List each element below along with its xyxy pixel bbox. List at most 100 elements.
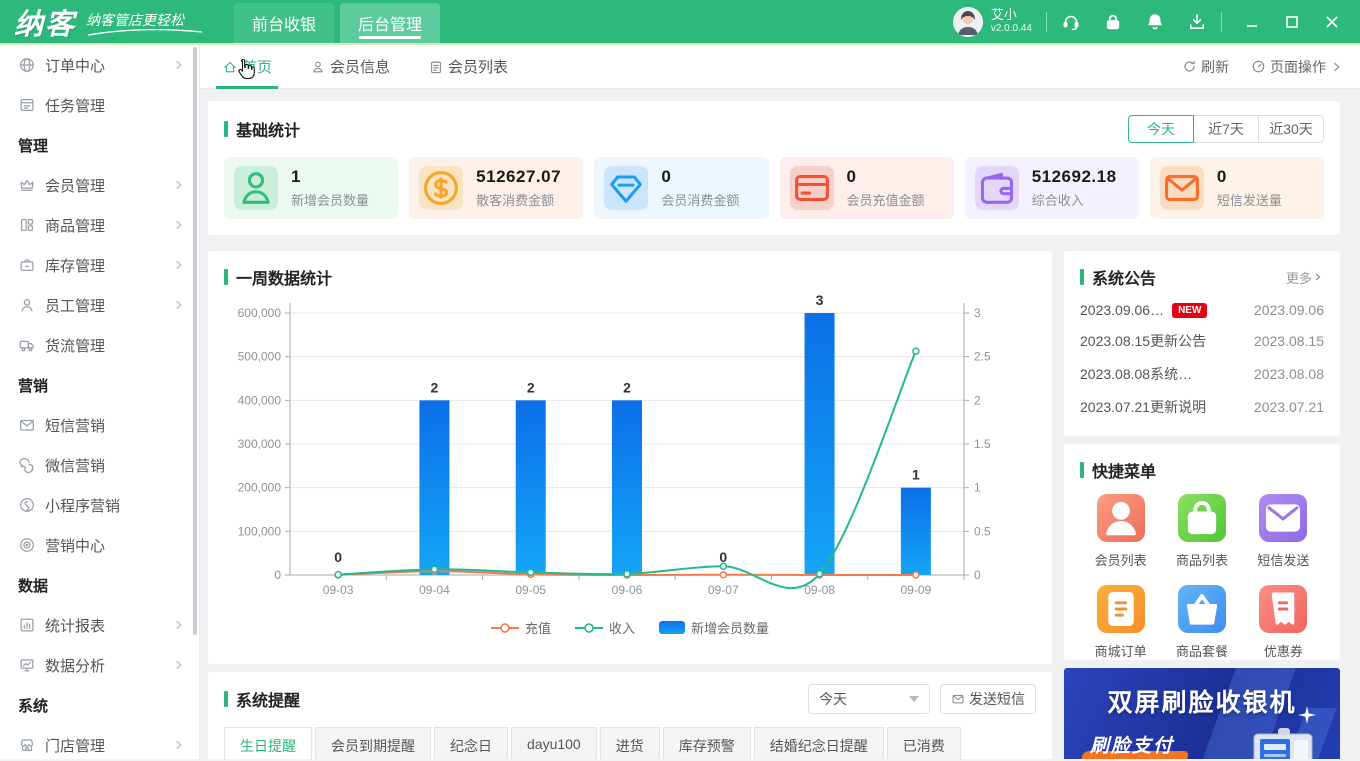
qcoupon-icon xyxy=(1259,585,1308,633)
sidebar-item[interactable]: 货流管理 xyxy=(0,325,199,365)
sidebar-item[interactable]: 员工管理 xyxy=(0,285,199,325)
pos-machine-image xyxy=(1253,728,1313,759)
announcement-row[interactable]: 2023.08.08系统… 2023.08.08 xyxy=(1080,364,1324,384)
svg-text:100,000: 100,000 xyxy=(238,524,282,538)
basic-stats-panel: 基础统计 今天 近7天 近30天 1 新增会员数量 512627.07 散客消费金额… xyxy=(208,101,1340,235)
quick-menu-商城订单[interactable]: 商城订单 xyxy=(1080,585,1161,660)
sidebar-item[interactable]: 统计报表 xyxy=(0,605,199,645)
reminder-date-select[interactable]: 今天 xyxy=(808,684,930,714)
sidebar-item[interactable]: 数据分析 xyxy=(0,645,199,685)
reminder-tab[interactable]: 会员到期提醒 xyxy=(315,727,431,759)
sidebar-item[interactable]: 任务管理 xyxy=(0,85,199,125)
download-button[interactable] xyxy=(1187,12,1207,32)
sidebar-item[interactable]: 营销中心 xyxy=(0,525,199,565)
sidebar-item[interactable]: 微信营销 xyxy=(0,445,199,485)
tab-会员信息[interactable]: 会员信息 xyxy=(310,45,390,89)
topbar-icons xyxy=(1061,0,1207,43)
divider xyxy=(1221,11,1222,32)
sidebar-section-label: 管理 xyxy=(18,137,49,155)
quick-menu-短信发送[interactable]: 短信发送 xyxy=(1243,494,1324,569)
svg-text:600,000: 600,000 xyxy=(238,306,282,320)
topbar: 纳客 纳客管店更轻松 前台收银 后台管理 艾小 v2.0.0.4 xyxy=(0,0,1360,45)
brand-slogan: 纳客管店更轻松 xyxy=(86,10,203,36)
svg-text:2: 2 xyxy=(974,393,981,407)
sidebar-item[interactable]: 会员管理 xyxy=(0,165,199,205)
sidebar-item[interactable]: 短信营销 xyxy=(0,405,199,445)
topnav-backoffice-button[interactable]: 后台管理 xyxy=(340,3,440,43)
maximize-button[interactable] xyxy=(1276,6,1308,38)
download-icon xyxy=(1189,13,1205,29)
reminder-tab[interactable]: 生日提醒 xyxy=(224,727,312,759)
range-button[interactable]: 今天 xyxy=(1128,115,1194,143)
sidebar-item-label: 库存管理 xyxy=(45,257,106,275)
avatar[interactable] xyxy=(952,6,983,37)
reminder-tab[interactable]: 库存预警 xyxy=(662,727,751,759)
panel-title: 系统公告 xyxy=(1092,271,1157,288)
reminders-panel: 系统提醒 今天 xyxy=(208,672,1052,759)
legend-item[interactable]: 充值 xyxy=(490,618,551,637)
ad-banner[interactable]: 双屏刷脸收银机 刷脸支付 xyxy=(1064,668,1340,759)
send-sms-button[interactable]: 发送短信 xyxy=(940,684,1036,714)
task-icon xyxy=(18,96,36,114)
legend-item[interactable]: 新增会员数量 xyxy=(659,618,769,637)
announcement-row[interactable]: 2023.08.15更新公告 2023.08.15 xyxy=(1080,331,1324,351)
chevron-right-icon xyxy=(176,740,182,750)
reminder-tab[interactable]: 进货 xyxy=(599,727,660,759)
page-operations-button[interactable]: 页面操作 xyxy=(1251,57,1344,77)
tab-首页[interactable]: 首页 xyxy=(215,45,279,89)
reminder-tab[interactable]: 结婚纪念日提醒 xyxy=(753,727,884,759)
sidebar-item[interactable]: 小程序营销 xyxy=(0,485,199,525)
user-block[interactable]: 艾小 v2.0.0.44 xyxy=(952,0,1032,43)
announcements-more-link[interactable]: 更多 xyxy=(1286,268,1324,287)
sidebar-item[interactable]: 商品管理 xyxy=(0,205,199,245)
goods-icon xyxy=(18,216,36,234)
close-button[interactable] xyxy=(1316,6,1348,38)
reminder-tab[interactable]: dayu100 xyxy=(511,727,597,759)
quick-menu-优惠券[interactable]: 优惠券 xyxy=(1243,585,1324,660)
qmail-icon xyxy=(1259,494,1308,542)
sidebar-scrollbar[interactable] xyxy=(193,47,197,635)
panel-title: 基础统计 xyxy=(236,123,301,140)
svg-text:1: 1 xyxy=(974,481,981,495)
diamond-icon xyxy=(604,166,649,210)
header-accent-bar xyxy=(224,269,228,285)
divider xyxy=(1046,11,1047,32)
quick-menu-商品套餐[interactable]: 商品套餐 xyxy=(1161,585,1242,660)
app-version: v2.0.0.44 xyxy=(990,23,1032,35)
clipboard-icon xyxy=(428,59,444,75)
chevron-right-icon xyxy=(176,220,182,230)
minimize-button[interactable] xyxy=(1236,6,1268,38)
refresh-button[interactable]: 刷新 xyxy=(1182,57,1229,77)
quick-menu-会员列表[interactable]: 会员列表 xyxy=(1080,494,1161,569)
sidebar-item-label: 微信营销 xyxy=(45,457,106,475)
range-button[interactable]: 近7天 xyxy=(1193,115,1259,143)
panel-title: 快捷菜单 xyxy=(1092,464,1157,481)
sidebar-item[interactable]: 门店管理 xyxy=(0,725,199,759)
brand-logo: 纳客 xyxy=(14,8,77,41)
tab-会员列表[interactable]: 会员列表 xyxy=(428,45,508,89)
support-button[interactable] xyxy=(1061,12,1081,32)
stat-value: 512692.18 xyxy=(1031,167,1117,186)
top-nav: 前台收银 后台管理 xyxy=(234,0,440,43)
announcement-date: 2023.08.08 xyxy=(1253,366,1324,382)
bell-button[interactable] xyxy=(1145,12,1165,32)
quick-bag-icon xyxy=(1187,500,1217,535)
range-button[interactable]: 近30天 xyxy=(1258,115,1324,143)
sidebar-item-label: 小程序营销 xyxy=(45,497,121,515)
reminder-tab[interactable]: 纪念日 xyxy=(434,727,508,759)
quick-menu-商品列表[interactable]: 商品列表 xyxy=(1161,494,1242,569)
sidebar-item[interactable]: 订单中心 xyxy=(0,45,199,85)
chevron-right-icon xyxy=(176,260,182,270)
announcement-row[interactable]: 2023.07.21更新说明 2023.07.21 xyxy=(1080,397,1324,417)
lock-button[interactable] xyxy=(1103,12,1123,32)
chart-legend: 充值 收入 新增会员数量 xyxy=(224,618,1036,637)
reminder-tab[interactable]: 已消费 xyxy=(886,727,961,759)
announcement-row[interactable]: 2023.09.06… NEW 2023.09.06 xyxy=(1080,302,1324,318)
legend-item[interactable]: 收入 xyxy=(574,618,635,637)
header-accent-bar xyxy=(1080,462,1084,478)
stat-label: 综合收入 xyxy=(1031,193,1084,208)
svg-text:09-09: 09-09 xyxy=(901,583,932,597)
topnav-pos-button[interactable]: 前台收银 xyxy=(234,3,334,43)
content: 首页 会员信息 会员列表 刷新 页面 xyxy=(200,45,1360,759)
sidebar-item[interactable]: 库存管理 xyxy=(0,245,199,285)
